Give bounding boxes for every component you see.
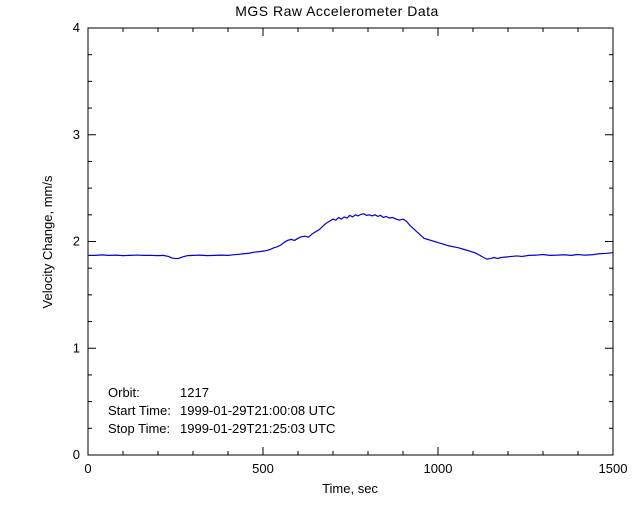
x-tick-label: 1500 — [599, 461, 628, 476]
annotation-block: Orbit: 1217 Start Time: 1999-01-29T21:00… — [108, 385, 335, 436]
orbit-label: Orbit: — [108, 385, 140, 400]
y-axis-label: Velocity Change, mm/s — [40, 175, 55, 308]
y-tick-label: 4 — [73, 20, 80, 35]
y-tick-label: 1 — [73, 340, 80, 355]
data-line — [87, 213, 614, 260]
orbit-value: 1217 — [180, 385, 209, 400]
y-tick-label: 0 — [73, 447, 80, 462]
x-tick-label: 500 — [252, 461, 274, 476]
stop-time-label: Stop Time: — [108, 421, 170, 436]
chart-title: MGS Raw Accelerometer Data — [235, 3, 439, 19]
x-axis-label: Time, sec — [322, 481, 378, 496]
plot-border — [87, 27, 614, 456]
y-tick-label: 2 — [73, 234, 80, 249]
stop-time-value: 1999-01-29T21:25:03 UTC — [180, 421, 335, 436]
y-tick-label: 3 — [73, 127, 80, 142]
start-time-label: Start Time: — [108, 403, 171, 418]
x-tick-label: 0 — [84, 461, 91, 476]
start-time-value: 1999-01-29T21:00:08 UTC — [180, 403, 335, 418]
x-tick-label: 1000 — [424, 461, 453, 476]
